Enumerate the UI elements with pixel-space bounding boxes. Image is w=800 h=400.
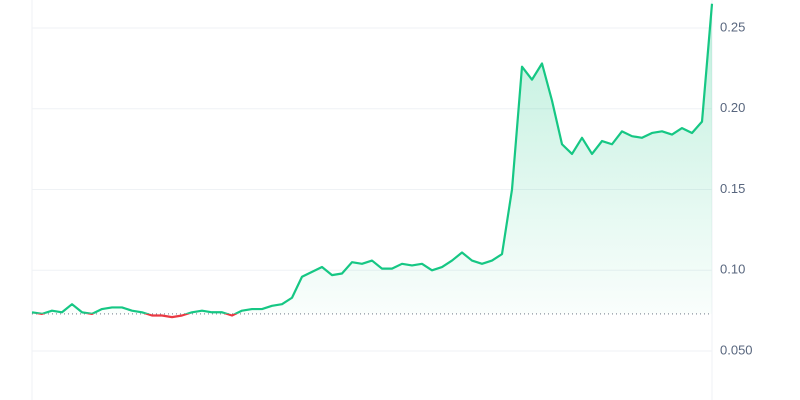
y-tick-label: 0.050 [720,342,753,357]
y-tick-label: 0.10 [720,262,745,277]
y-tick-label: 0.15 [720,181,745,196]
y-tick-label: 0.25 [720,19,745,34]
area-fill [32,3,712,314]
y-tick-label: 0.20 [720,100,745,115]
price-line-up [31,3,714,314]
